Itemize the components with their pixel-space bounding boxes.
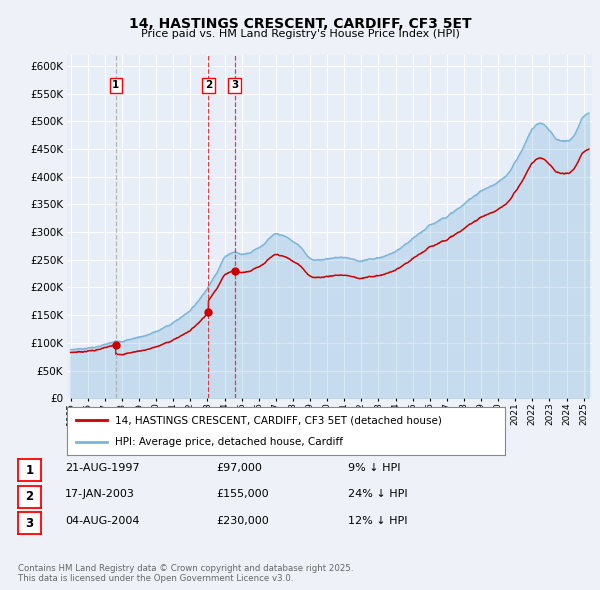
Text: 21-AUG-1997: 21-AUG-1997 [65, 463, 139, 473]
Text: Contains HM Land Registry data © Crown copyright and database right 2025.
This d: Contains HM Land Registry data © Crown c… [18, 563, 353, 583]
Text: 24% ↓ HPI: 24% ↓ HPI [348, 490, 407, 499]
Text: 12% ↓ HPI: 12% ↓ HPI [348, 516, 407, 526]
Text: 1: 1 [25, 464, 34, 477]
Text: 9% ↓ HPI: 9% ↓ HPI [348, 463, 401, 473]
Text: 1: 1 [112, 80, 119, 90]
Text: £97,000: £97,000 [216, 463, 262, 473]
Text: 14, HASTINGS CRESCENT, CARDIFF, CF3 5ET (detached house): 14, HASTINGS CRESCENT, CARDIFF, CF3 5ET … [115, 415, 442, 425]
Text: 17-JAN-2003: 17-JAN-2003 [65, 490, 134, 499]
Text: 14, HASTINGS CRESCENT, CARDIFF, CF3 5ET: 14, HASTINGS CRESCENT, CARDIFF, CF3 5ET [128, 17, 472, 31]
Text: Price paid vs. HM Land Registry's House Price Index (HPI): Price paid vs. HM Land Registry's House … [140, 29, 460, 39]
Text: £230,000: £230,000 [216, 516, 269, 526]
Text: £155,000: £155,000 [216, 490, 269, 499]
Text: HPI: Average price, detached house, Cardiff: HPI: Average price, detached house, Card… [115, 437, 343, 447]
Text: 2: 2 [25, 490, 34, 503]
Text: 3: 3 [25, 517, 34, 530]
Text: 04-AUG-2004: 04-AUG-2004 [65, 516, 139, 526]
Text: 2: 2 [205, 80, 212, 90]
Text: 3: 3 [231, 80, 238, 90]
